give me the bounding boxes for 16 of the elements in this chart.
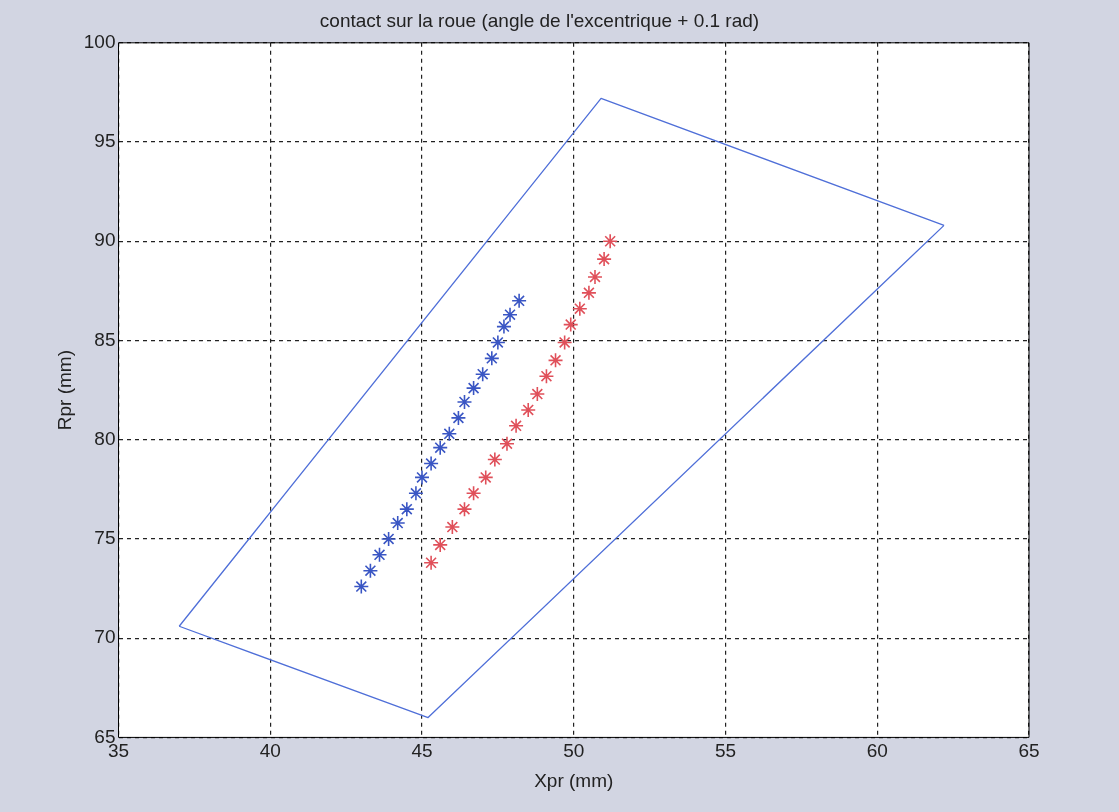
y-axis-title: Rpr (mm) [53,350,75,431]
y-tick-label: 80 [94,427,116,449]
x-tick-label: 40 [259,740,281,762]
x-tick-label: 50 [563,740,585,762]
y-tick-label: 75 [94,527,116,549]
y-tick-label: 90 [94,229,116,251]
y-tick-label: 95 [94,130,116,152]
y-tick-label: 85 [94,328,116,350]
x-axis-title: Xpr (mm) [534,769,614,791]
y-tick-label: 100 [83,31,116,53]
x-tick-label: 65 [1018,740,1040,762]
x-tick-label: 55 [714,740,737,762]
chart-title: contact sur la roue (angle de l'excentrique + 0.1 rad) [319,9,760,31]
x-tick-label: 45 [411,740,433,762]
x-tick-label: 60 [866,740,888,762]
y-tick-label: 70 [94,626,116,648]
